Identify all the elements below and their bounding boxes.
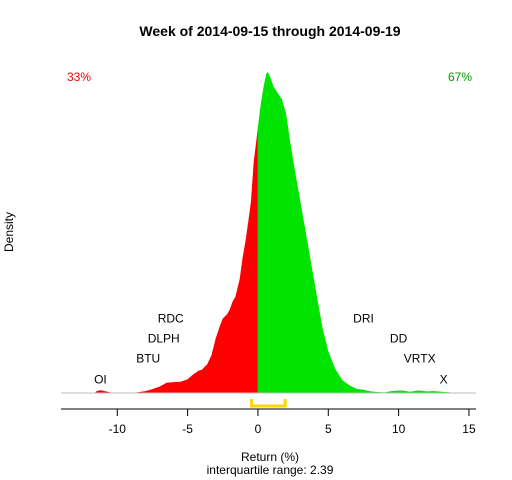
x-tick-label: -10 xyxy=(109,422,127,436)
x-tick-label: 10 xyxy=(392,422,406,436)
percent-above-label: 67% xyxy=(448,70,472,84)
stock-label: X xyxy=(440,373,448,387)
x-tick-label: 15 xyxy=(462,422,476,436)
x-tick-label: 5 xyxy=(325,422,332,436)
negative-return-area xyxy=(94,126,258,393)
stock-label: DLPH xyxy=(148,331,180,345)
stock-label: BTU xyxy=(136,352,160,366)
x-axis-label: Return (%) xyxy=(241,450,299,464)
x-tick-label: -5 xyxy=(182,422,193,436)
x-axis: -10 -5 0 5 10 15 xyxy=(61,408,476,436)
stock-label: DRI xyxy=(353,312,374,326)
x-tick-label: 0 xyxy=(255,422,262,436)
y-axis-label: Density xyxy=(2,212,16,252)
plot-area xyxy=(61,72,476,394)
stock-label: VRTX xyxy=(404,352,436,366)
positive-return-area xyxy=(257,72,460,393)
stock-label: DD xyxy=(390,331,408,345)
stock-label: RDC xyxy=(158,312,184,326)
stock-label: OI xyxy=(94,373,107,387)
percent-below-label: 33% xyxy=(67,70,91,84)
interquartile-range-bracket xyxy=(250,399,287,408)
stock-labels: OI BTU DLPH RDC DRI DD VRTX X xyxy=(94,312,448,387)
iqr-subtitle: interquartile range: 2.39 xyxy=(207,463,334,477)
chart-title: Week of 2014-09-15 through 2014-09-19 xyxy=(139,23,400,39)
